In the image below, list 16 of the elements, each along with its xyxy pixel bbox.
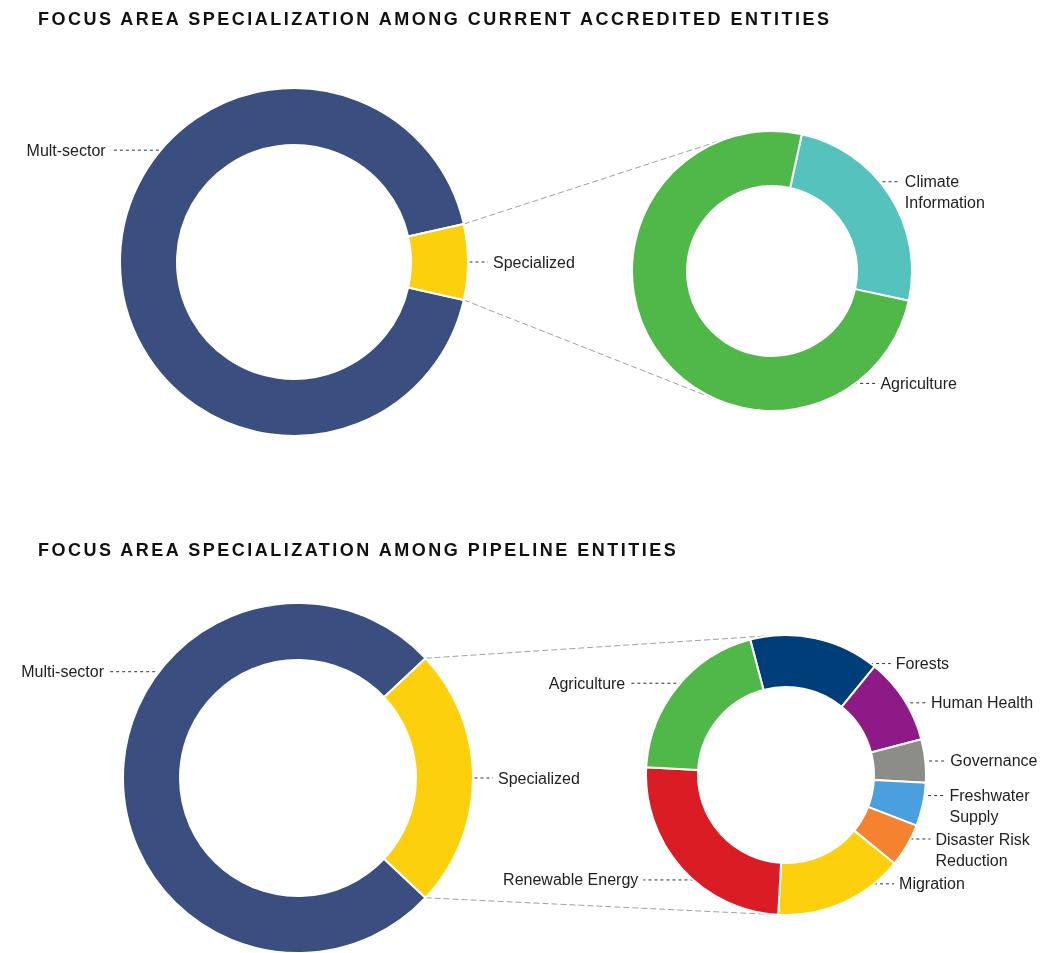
slice-label: Agriculture — [880, 374, 958, 392]
slice-label: Climate Information — [904, 173, 985, 212]
slice-label: Disaster Risk Reduction — [935, 830, 1035, 869]
slice-label: Specialized — [493, 253, 575, 271]
slice-label: Agriculture — [548, 674, 626, 692]
chart-title: FOCUS AREA SPECIALIZATION AMONG PIPELINE ENTITIES — [38, 540, 679, 561]
slice-label: Specialized — [498, 769, 580, 787]
slice-label: Renewable Energy — [503, 871, 639, 889]
slice-label: Human Health — [930, 694, 1034, 712]
chart-title: FOCUS AREA SPECIALIZATION AMONG CURRENT ACCREDITED ENTITIES — [38, 9, 832, 30]
slice-label: Migration — [899, 875, 965, 893]
slice-label: Multi-sector — [21, 663, 105, 681]
slice-label: Governance — [950, 752, 1038, 770]
slice-label: Forests — [895, 655, 950, 673]
slice-label: Mult-sector — [26, 141, 107, 159]
slice-label: Freshwater Supply — [949, 787, 1034, 826]
